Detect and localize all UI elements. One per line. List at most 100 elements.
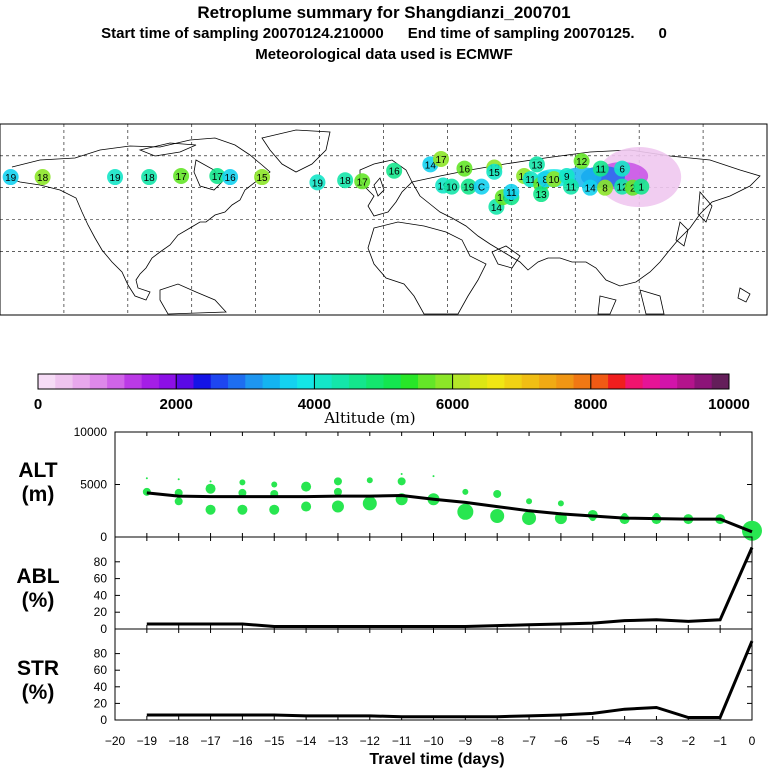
ytick-label: 5000 [80,478,107,492]
plume-day-label: 18 [340,176,352,187]
plume-day-label: 18 [144,173,156,184]
colorbar-tick-label: 8000 [574,396,607,413]
plume-day-marker [141,169,158,186]
colorbar-cell [590,374,609,389]
xtick-label: −18 [169,734,190,748]
plume-day-label: 18 [37,173,49,184]
plume-day-label: 14 [491,203,503,214]
alt-scatter-point [209,480,212,483]
plume-day-marker [533,186,550,203]
ytick-label: 80 [94,555,108,569]
plume-day-marker [592,160,609,177]
plume-day-label: 19 [5,173,17,184]
colorbar-cell [193,374,212,389]
plume-day-label: 11 [596,165,607,176]
alt-scatter-point [333,487,342,496]
ytick-label: 60 [94,663,108,677]
alt-scatter-point [205,483,216,494]
colorbar-cell [331,374,350,389]
plume-day-marker [528,156,545,173]
plume-day-marker [107,169,124,186]
colorbar-cell [158,374,177,389]
colorbar-cell [418,374,436,389]
plume-day-marker [309,174,326,191]
colorbar-tick-labels: 0 2000 4000 6000 8000 10000 [34,374,750,413]
start-time: Start time of sampling 20070124.210000 [101,25,384,42]
plume-day-marker [456,160,473,177]
plume-day-label: 11 [566,183,577,194]
plume-day-marker [386,162,403,179]
plume-day-marker [34,169,51,186]
plume-day-marker [254,169,271,186]
colorbar-cell [366,374,384,389]
plume-day-label: 6 [619,165,625,176]
ytick-label: 60 [94,572,108,586]
colorbar-cell [642,374,661,389]
colorbar-cell [435,374,453,389]
plume-day-marker [633,178,650,195]
ytick-label: 0 [100,530,107,544]
plume-day-label: 16 [225,173,237,184]
plume-day-label: 8 [543,175,549,186]
alt-scatter-point [145,477,148,480]
plume-day-marker [173,167,190,184]
alt-scatter-point [174,497,183,506]
alt-scatter-point [237,504,248,515]
ytick-label: 20 [94,605,108,619]
plume-day-marker [460,178,477,195]
panel-ylabel: ALT [18,459,57,482]
sampling-times: Start time of sampling 20070124.210000 En… [0,25,768,42]
plume-day-marker [222,169,239,186]
panel-ylabel-unit: (%) [22,589,55,612]
colorbar-cell [538,374,557,389]
plume-day-marker [433,151,450,168]
colorbar-cell [521,374,540,389]
plume-day-label: 1 [639,183,645,194]
plume-day-marker [597,179,614,196]
xaxis-label: Travel time (days) [369,751,504,768]
ytick-label: 0 [100,622,107,636]
plume-day-marker [2,169,19,186]
xtick-label: −2 [681,734,695,748]
colorbar-cell [38,374,56,389]
colorbar-cell [279,374,298,389]
plume-day-marker [473,178,490,195]
alt-scatter-point [462,488,469,495]
plume-day-label: 16 [459,165,471,176]
plume-day-label: 12 [576,157,588,168]
xtick-label: −3 [650,734,664,748]
plume-day-label: 16 [497,193,509,204]
colorbar-tick-label: 6000 [436,396,469,413]
panel-frame [114,536,753,630]
colorbar-cell [383,374,402,389]
xtick-label: 0 [749,734,756,748]
plume-day-label: 2 [630,184,636,195]
alt-scatter-point [238,488,247,497]
ytick-label: 0 [100,713,107,727]
xtick-label: −13 [328,734,349,748]
chart-title: Retroplume summary for Shangdianzi_20070… [197,3,571,22]
plume-day-marker [209,167,226,184]
colorbar-tick-label: 10000 [708,396,750,413]
ytick-label: 20 [94,696,108,710]
colorbar-cell [452,374,471,389]
alt-scatter-point [490,509,505,523]
colorbar-cell [72,374,91,389]
colorbar-cell [176,374,194,389]
ytick-label: 10000 [74,425,108,439]
plume-day-marker [614,160,631,177]
xtick-label: −10 [423,734,444,748]
alt-scatter-point [271,481,278,488]
plume-day-label: 17 [176,172,188,183]
travel-time-axis: −20 −19 −18 −17 −16 −15 −14 −13 −12 −11 −10 −9 −8 −7−… [105,734,756,768]
alt-scatter-point [239,479,246,486]
ytick-label: 80 [94,647,108,661]
colorbar-cell [262,374,281,389]
alt-series-line [146,491,753,534]
colorbar-cell [55,374,73,389]
alt-panel: ALT(m) 0 5000 10000 [18,425,762,544]
plume-day-marker [354,173,371,190]
colorbar-cell [608,374,626,389]
colorbar-cell [141,374,160,389]
